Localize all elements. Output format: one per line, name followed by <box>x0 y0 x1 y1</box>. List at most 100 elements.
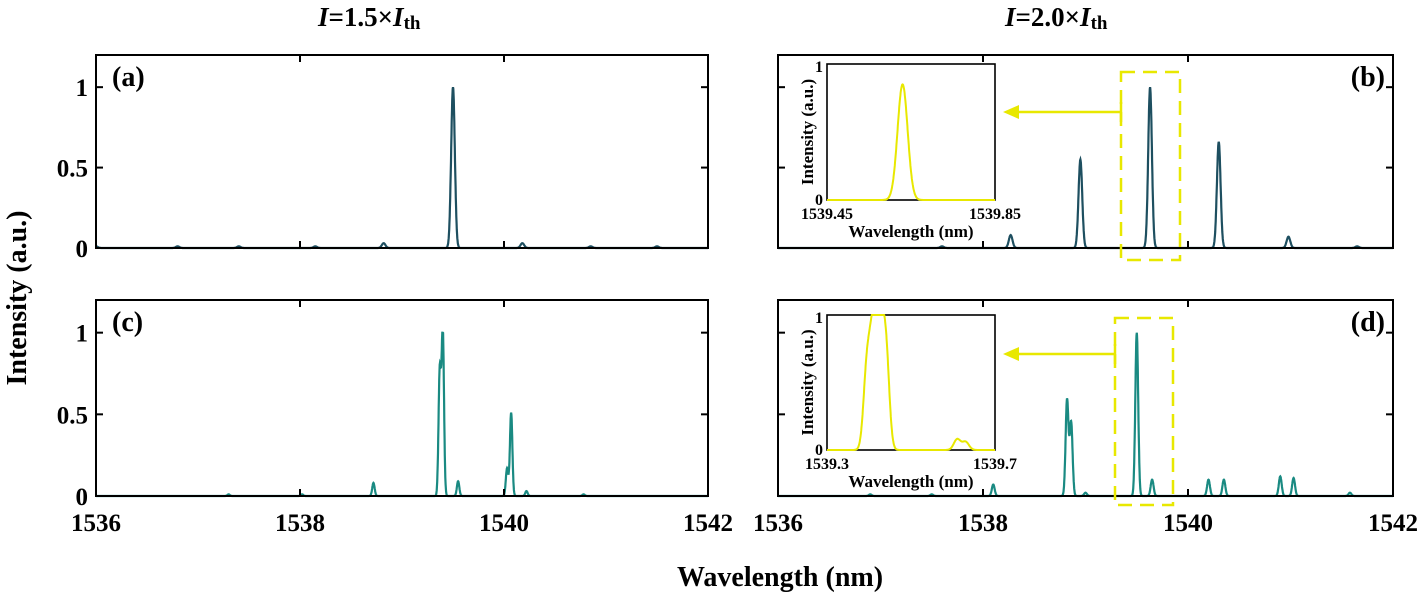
y-tick-label: 0.5 <box>57 402 88 429</box>
y-tick-label: 1 <box>76 75 89 102</box>
title-var2: I <box>393 2 404 32</box>
peak-point-7 <box>510 412 512 414</box>
panel-d: 1536 1538 1540 1542 (d) 1539.3 1539.7 0 1 Wavelen… <box>753 299 1418 537</box>
inset-peak-point-3 <box>885 348 887 350</box>
peak-point-6 <box>1356 246 1358 248</box>
peak-point-6 <box>506 467 508 469</box>
inset-x-axis-label: Wavelength (nm) <box>848 222 973 241</box>
spectrum-trace <box>95 86 708 250</box>
inset-frame <box>826 314 996 451</box>
axes-frame <box>777 299 1394 497</box>
inset-y-tick-label: 1 <box>815 59 823 76</box>
x-tick-label: 1536 <box>71 510 121 537</box>
peak-point-5 <box>1085 492 1087 494</box>
panel-c: 0 0.5 1 1536 1538 1540 1542 (c) <box>57 299 733 537</box>
x-tick-label: 1542 <box>1368 510 1418 537</box>
inset-trace <box>827 83 995 201</box>
inset-peak-point-4 <box>956 438 958 440</box>
axes-frame <box>95 54 709 249</box>
peak-point-2 <box>992 484 994 486</box>
panel-label: (b) <box>1351 62 1385 93</box>
y-tick-label: 0.5 <box>57 156 88 183</box>
inset-peak-point-5 <box>965 441 967 443</box>
inset-y-tick-label: 1 <box>815 310 823 327</box>
peak-point-3 <box>439 371 441 373</box>
peak-point-2 <box>1080 159 1082 161</box>
peak-point-7 <box>590 246 592 248</box>
peak-point-10 <box>1279 476 1281 478</box>
arrow-head <box>1003 347 1019 361</box>
peak-point-2 <box>373 482 375 484</box>
peak-point-11 <box>1293 477 1295 479</box>
y-tick-label: 1 <box>76 321 89 348</box>
x-tick-label: 1540 <box>479 510 529 537</box>
peak-point-5 <box>1288 236 1290 238</box>
peak-point-4 <box>442 332 444 334</box>
inset-d: 1539.3 1539.7 0 1 Wavelength (nm) Intensity (… <box>798 310 1017 491</box>
inset-trace <box>827 314 995 451</box>
peak-point-1 <box>1010 234 1012 236</box>
peak-point-6 <box>522 242 524 244</box>
inset-peak-point-2 <box>879 330 881 332</box>
peak-point-3 <box>1149 86 1151 88</box>
peak-point-8 <box>526 490 528 492</box>
panel-b: (b) 1539.45 1539.85 0 1 Wavelength (nm) Intens… <box>777 54 1394 262</box>
column-title-left: I=1.5×Ith <box>318 2 420 35</box>
peak-point-8 <box>656 246 658 248</box>
panel-label: (d) <box>1351 307 1385 338</box>
x-tick-label: 1542 <box>683 510 733 537</box>
inset-peak-point-0 <box>866 368 868 370</box>
x-tick-label: 1540 <box>1163 510 1213 537</box>
peak-point-6 <box>1136 332 1138 334</box>
inset-y-tick-label: 0 <box>815 192 823 209</box>
spectrum-trace <box>96 331 708 498</box>
title-sub: th <box>1090 13 1108 34</box>
x-tick-label: 1538 <box>275 510 325 537</box>
title-mid: =2.0× <box>1015 2 1081 32</box>
inset-x-tick-label: 1539.7 <box>973 456 1017 473</box>
peak-point-8 <box>1208 479 1210 481</box>
peak-point-9 <box>583 494 585 496</box>
x-tick-label: 1536 <box>753 510 803 537</box>
peak-point-12 <box>1349 492 1351 494</box>
inset-y-tick-label: 0 <box>815 442 823 459</box>
peak-point-4 <box>1218 141 1220 143</box>
title-sub: th <box>403 13 421 34</box>
axes-frame <box>777 54 1394 249</box>
inset-x-tick-label: 1539.45 <box>801 206 853 223</box>
inset-x-tick-label: 1539.3 <box>805 456 849 473</box>
inset-y-axis-label: Intensity (a.u.) <box>798 79 817 185</box>
highlight-box <box>1113 316 1175 507</box>
y-tick-label: 0 <box>76 236 89 263</box>
peak-point-0 <box>941 246 943 248</box>
peak-point-0 <box>228 494 230 496</box>
panel-label: (a) <box>112 62 145 93</box>
title-mid: =1.5× <box>328 2 394 32</box>
panel-a: 0 0.5 1 (a) <box>57 54 709 263</box>
title-var2: I <box>1080 2 1091 32</box>
inset-x-tick-label: 1539.85 <box>969 206 1021 223</box>
peak-point-7 <box>1151 479 1153 481</box>
peak-point-9 <box>1223 479 1225 481</box>
inset-y-axis-label: Intensity (a.u.) <box>798 329 817 435</box>
inset-b: 1539.45 1539.85 0 1 Wavelength (nm) Intensity… <box>798 59 1021 241</box>
column-title-right: I=2.0×Ith <box>1005 2 1107 35</box>
inset-x-axis-label: Wavelength (nm) <box>848 472 973 491</box>
peak-point-1 <box>301 494 303 496</box>
panel-label: (c) <box>112 307 143 338</box>
axes-frame <box>95 299 709 497</box>
peak-point-3 <box>315 246 317 248</box>
peak-point-1 <box>177 246 179 248</box>
peak-point-5 <box>457 481 459 483</box>
inset-peak-point-0 <box>902 84 904 86</box>
peak-point-4 <box>1070 422 1072 424</box>
peak-point-1 <box>931 494 933 496</box>
arrow-head <box>1003 105 1019 119</box>
peak-point-0 <box>869 494 871 496</box>
peak-point-3 <box>1066 399 1068 401</box>
peak-point-4 <box>383 242 385 244</box>
x-tick-label: 1538 <box>958 510 1008 537</box>
x-axis-label: Wavelength (nm) <box>676 562 884 593</box>
inset-peak-point-1 <box>872 341 874 343</box>
